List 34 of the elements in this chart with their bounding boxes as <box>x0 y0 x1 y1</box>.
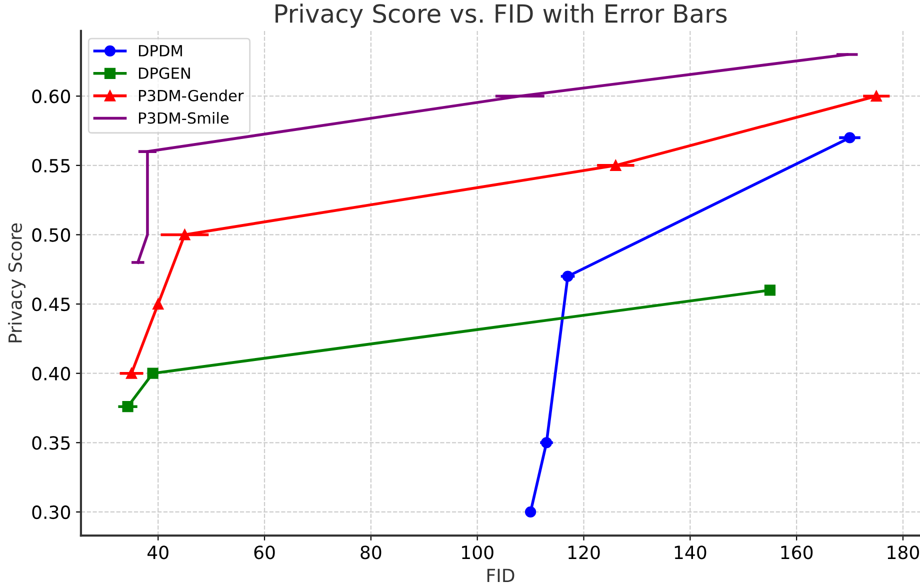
x-tick-label: 100 <box>462 546 494 560</box>
point <box>147 368 158 379</box>
y-tick-label: 0.45 <box>32 297 70 312</box>
point <box>870 90 882 102</box>
legend-label: P3DM-Smile <box>138 112 229 124</box>
point <box>562 270 574 282</box>
x-tick-label: 140 <box>674 546 706 560</box>
y-tick-label: 0.35 <box>32 436 70 450</box>
y-axis-title: Privacy Score <box>8 223 26 342</box>
point <box>122 401 134 412</box>
point <box>152 298 164 310</box>
x-tick-label: 80 <box>360 546 382 560</box>
point <box>179 229 190 240</box>
x-tick-label: 180 <box>888 546 920 560</box>
x-tick-label: 40 <box>148 546 168 560</box>
point <box>126 368 138 379</box>
point <box>844 132 856 144</box>
legend-label: DPGEN <box>138 67 190 79</box>
x-axis-title: FID <box>487 568 514 582</box>
y-tick-label: 0.55 <box>32 158 70 173</box>
point <box>764 284 776 296</box>
y-tick-label: 0.60 <box>32 90 70 104</box>
x-tick-label: 60 <box>254 546 275 560</box>
point <box>610 160 622 171</box>
y-tick-label: 0.40 <box>32 366 70 380</box>
point <box>524 506 536 518</box>
x-tick-label: 120 <box>568 546 600 560</box>
y-tick-label: 0.30 <box>32 505 70 520</box>
legend-label: DPDM <box>138 45 182 56</box>
x-tick-label: 160 <box>781 546 813 560</box>
point <box>540 437 552 448</box>
chart-title: Privacy Score vs. FID with Error Bars <box>276 4 727 28</box>
y-tick-label: 0.50 <box>32 228 70 242</box>
legend-label: P3DM-Gender <box>138 90 244 102</box>
